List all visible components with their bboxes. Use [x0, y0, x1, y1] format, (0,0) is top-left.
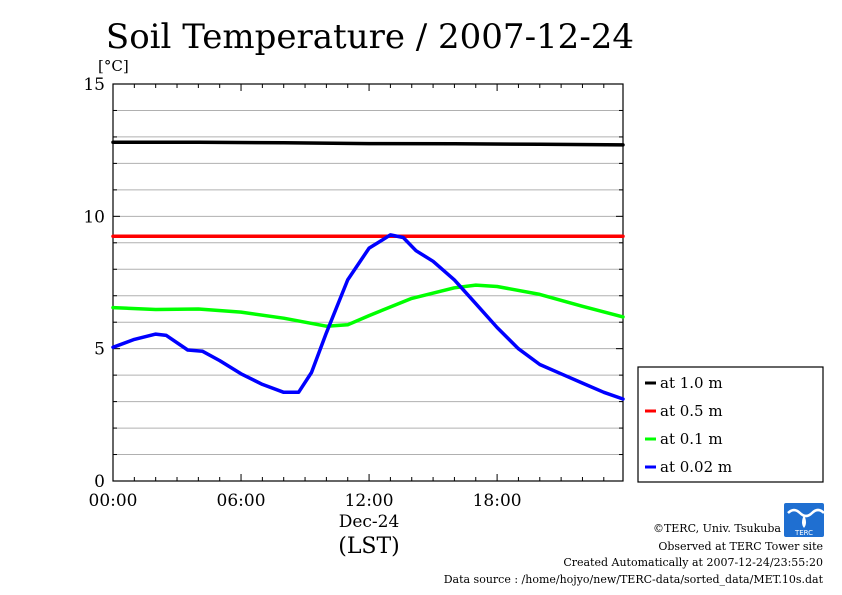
x-tick-label: 18:00: [473, 491, 522, 511]
y-axis-label: [°C]: [98, 57, 129, 75]
x-tick-label: 12:00: [345, 491, 394, 511]
legend-box: [637, 366, 824, 483]
legend-label: at 0.5 m: [660, 402, 723, 420]
y-tick-label: 10: [83, 207, 105, 227]
series-line: [111, 140, 625, 147]
y-tick-label: 15: [83, 75, 105, 95]
terc-logo: TERC: [784, 503, 825, 537]
legend-label: at 0.1 m: [660, 430, 723, 448]
credit-site: Observed at TERC Tower site: [658, 540, 823, 553]
x-axis-unit-label: (LST): [338, 534, 400, 559]
legend-label: at 0.02 m: [660, 458, 732, 476]
series-line: [111, 283, 625, 328]
credit-data-source: Data source : /home/hojyo/new/TERC-data/…: [444, 573, 824, 586]
legend-label: at 1.0 m: [660, 374, 723, 392]
credit-copyright: ©TERC, Univ. Tsukuba: [653, 522, 781, 535]
plot-frame: [112, 83, 624, 482]
x-tick-label: 06:00: [217, 491, 266, 511]
series-line: [111, 233, 625, 401]
chart-title: Soil Temperature / 2007-12-24: [106, 17, 634, 57]
terc-logo-text: TERC: [794, 529, 813, 537]
credit-created: Created Automatically at 2007-12-24/23:5…: [563, 556, 823, 569]
data-series: [111, 140, 625, 401]
legend: at 1.0 m at 0.5 m at 0.1 m at 0.02 m: [637, 366, 824, 483]
axis-ticks: 0 5 10 15 00:00 06:00 12:00 18:00: [83, 75, 623, 511]
y-tick-label: 5: [94, 340, 105, 360]
grid-lines: [113, 109, 623, 456]
x-tick-label: 00:00: [89, 491, 138, 511]
y-tick-label: 0: [94, 472, 105, 492]
x-axis-date-label: Dec-24: [339, 512, 400, 532]
